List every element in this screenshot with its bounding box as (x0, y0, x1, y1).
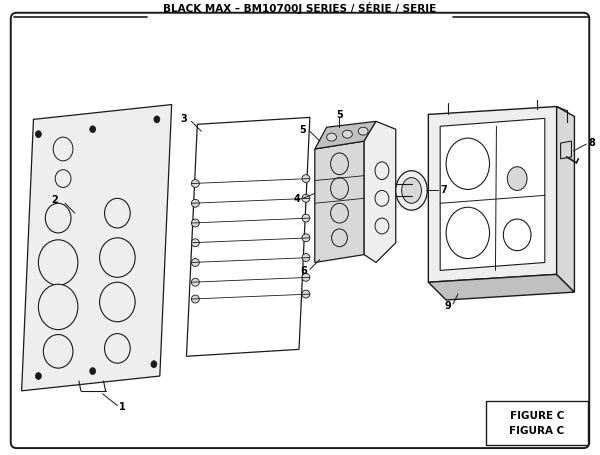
Ellipse shape (191, 295, 199, 303)
Ellipse shape (446, 207, 490, 258)
Ellipse shape (38, 240, 78, 285)
Ellipse shape (302, 214, 310, 222)
Ellipse shape (343, 130, 352, 138)
Ellipse shape (43, 334, 73, 368)
Ellipse shape (358, 127, 368, 135)
Text: 2: 2 (52, 195, 58, 205)
Ellipse shape (446, 138, 490, 189)
Ellipse shape (331, 203, 349, 223)
Ellipse shape (191, 219, 199, 227)
Text: 5: 5 (299, 125, 306, 135)
Ellipse shape (104, 334, 130, 363)
Text: FIGURE C: FIGURE C (510, 410, 564, 420)
Ellipse shape (90, 126, 95, 133)
Ellipse shape (302, 234, 310, 242)
Ellipse shape (508, 167, 527, 191)
Text: FIGURA C: FIGURA C (509, 426, 565, 436)
Text: BLACK MAX – BM10700J SERIES / SÉRIE / SERIE: BLACK MAX – BM10700J SERIES / SÉRIE / SE… (163, 2, 437, 14)
Ellipse shape (302, 290, 310, 298)
Polygon shape (22, 105, 172, 391)
Ellipse shape (100, 282, 135, 322)
Ellipse shape (191, 199, 199, 207)
Ellipse shape (326, 133, 337, 141)
Ellipse shape (46, 203, 71, 233)
Ellipse shape (302, 194, 310, 202)
Ellipse shape (191, 239, 199, 247)
Ellipse shape (55, 170, 71, 187)
Bar (485, 401, 588, 445)
Ellipse shape (191, 258, 199, 267)
Ellipse shape (191, 278, 199, 286)
Ellipse shape (331, 177, 349, 199)
Polygon shape (428, 106, 557, 282)
Ellipse shape (151, 361, 157, 368)
Polygon shape (557, 106, 574, 292)
Ellipse shape (375, 218, 389, 234)
Ellipse shape (375, 191, 389, 206)
Text: 4: 4 (293, 194, 300, 204)
Text: 6: 6 (300, 266, 307, 276)
Ellipse shape (154, 116, 160, 123)
Ellipse shape (302, 175, 310, 182)
Ellipse shape (401, 177, 421, 203)
Text: 7: 7 (440, 186, 447, 196)
Ellipse shape (302, 273, 310, 281)
Text: 1: 1 (119, 402, 126, 412)
Ellipse shape (331, 153, 349, 175)
Polygon shape (315, 141, 364, 263)
Ellipse shape (35, 373, 41, 379)
Text: 9: 9 (444, 301, 451, 311)
Polygon shape (440, 118, 545, 270)
Polygon shape (560, 141, 571, 159)
Text: 3: 3 (181, 114, 187, 124)
Ellipse shape (104, 198, 130, 228)
Ellipse shape (332, 229, 347, 247)
Ellipse shape (396, 171, 427, 210)
Ellipse shape (191, 180, 199, 187)
Polygon shape (364, 121, 396, 263)
Ellipse shape (53, 137, 73, 161)
Text: 8: 8 (588, 138, 595, 148)
Polygon shape (315, 121, 376, 149)
Polygon shape (428, 274, 574, 300)
Ellipse shape (38, 284, 78, 329)
Ellipse shape (375, 162, 389, 180)
Ellipse shape (503, 219, 531, 251)
Ellipse shape (100, 238, 135, 277)
Text: 5: 5 (336, 111, 343, 121)
Ellipse shape (35, 131, 41, 137)
Ellipse shape (90, 368, 95, 374)
Ellipse shape (302, 253, 310, 262)
